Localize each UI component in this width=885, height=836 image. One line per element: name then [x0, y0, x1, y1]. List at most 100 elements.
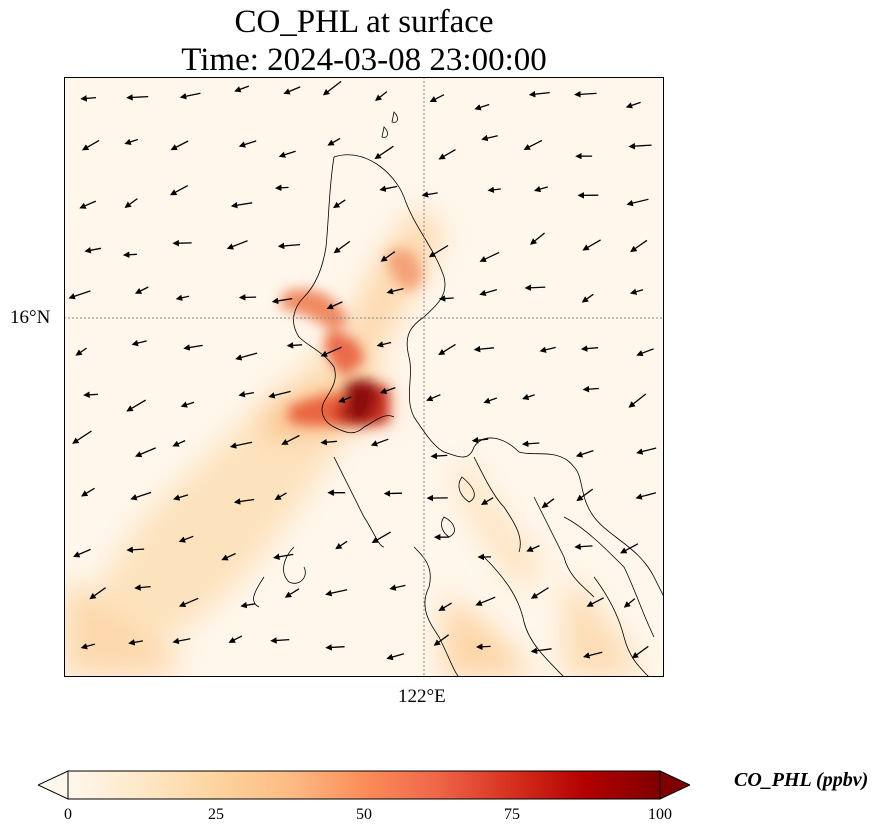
wind-arrow [386, 287, 404, 295]
wind-arrow [131, 339, 147, 347]
colorbar-tick-1: 25 [208, 806, 224, 823]
wind-arrow [529, 232, 546, 245]
wind-arrow [629, 288, 644, 295]
map-title-line1: CO_PHL at surface [234, 4, 494, 40]
wind-arrow [270, 637, 290, 644]
wind-arrow [539, 346, 556, 353]
wind-arrow [389, 584, 406, 591]
colorbar-tick-4: 100 [648, 806, 672, 823]
wind-arrow [626, 198, 649, 207]
wind-arrow [277, 242, 301, 250]
wind-arrow [273, 553, 294, 560]
wind-arrow [438, 602, 452, 611]
wind-arrow [533, 185, 548, 193]
wind-arrow [376, 341, 392, 348]
wind-arrow [178, 535, 194, 543]
wind-arrow [582, 239, 601, 251]
wind-arrow [322, 80, 342, 96]
wind-arrow [325, 644, 345, 651]
colorbar-extend-min [38, 770, 69, 800]
colorbar-tick-2: 50 [356, 806, 372, 823]
wind-arrow [473, 345, 495, 353]
wind-arrow [180, 401, 195, 408]
wind-arrow [374, 91, 388, 102]
wind-arrow [325, 589, 348, 597]
wind-arrow [576, 488, 594, 502]
wind-arrow [335, 540, 348, 550]
wind-arrow [68, 290, 91, 300]
wind-arrow [320, 346, 342, 357]
wind-arrow [281, 434, 300, 445]
wind-arrow [320, 438, 337, 446]
wind-arrow [333, 240, 351, 254]
wind-arrow [80, 95, 97, 102]
colorbar-extend-max [659, 770, 690, 800]
wind-arrow [631, 645, 649, 659]
wind-arrow [234, 85, 250, 93]
wind-arrow [421, 191, 438, 198]
wind-arrow [522, 393, 535, 401]
wind-arrow [379, 185, 398, 192]
wind-arrow [228, 635, 243, 643]
wind-arrow [278, 150, 296, 158]
wind-arrow [238, 390, 255, 398]
wind-arrow [124, 198, 138, 208]
wind-arrow [483, 397, 498, 404]
wind-arrow [130, 491, 152, 501]
wind-arrow [630, 239, 648, 253]
wind-arrow [526, 545, 540, 552]
wind-vectors [68, 80, 657, 661]
wind-arrow [487, 186, 501, 194]
wind-arrow [81, 139, 100, 151]
wind-arrow [379, 386, 396, 394]
wind-arrow [374, 145, 394, 160]
colorbar-label: CO_PHL (ppbv) [734, 769, 869, 791]
wind-arrow [582, 385, 599, 393]
wind-arrow [134, 286, 149, 294]
wind-arrow [89, 587, 106, 600]
wind-arrow [126, 94, 149, 101]
wind-arrow [528, 90, 550, 98]
wind-arrow [240, 601, 256, 609]
wind-arrow [380, 251, 396, 262]
wind-arrow [433, 634, 449, 646]
wind-arrow [438, 295, 454, 302]
wind-arrow [286, 342, 303, 349]
wind-arrow [426, 394, 441, 402]
wind-arrow [274, 492, 287, 500]
map-border [64, 77, 664, 677]
wind-arrow [521, 440, 540, 447]
map-title-line2: Time: 2024-03-08 23:00:00 [181, 42, 547, 78]
wind-arrow [438, 149, 456, 160]
wind-arrow [271, 297, 293, 305]
wind-arrow [541, 498, 555, 509]
wind-arrow [326, 301, 343, 310]
wind-arrow [575, 449, 594, 458]
wind-arrow [134, 584, 151, 591]
wind-arrow [175, 294, 190, 301]
wind-arrow [233, 498, 255, 505]
wind-arrow [580, 345, 599, 352]
wind-arrow [438, 343, 456, 356]
wind-arrow [581, 293, 594, 303]
wind-arrow [327, 137, 341, 146]
wind-arrow [170, 140, 189, 151]
wind-arrow [628, 142, 652, 150]
wind-arrow [179, 92, 201, 100]
wind-arrow [221, 552, 236, 561]
wind-arrow [583, 651, 603, 659]
wind-arrow [235, 352, 258, 361]
wind-arrow [169, 185, 189, 196]
wind-arrow [126, 399, 147, 412]
wind-arrow [83, 391, 98, 399]
wind-arrow [84, 247, 102, 254]
wind-arrow [226, 240, 248, 250]
wind-arrow [480, 497, 494, 505]
wind-arrow [371, 531, 391, 544]
wind-arrow [628, 393, 647, 408]
wind-arrow [636, 348, 654, 357]
wind-arrow [275, 184, 289, 192]
wind-arrow [474, 103, 490, 111]
colorbar-tick-0: 0 [64, 806, 72, 823]
wind-arrow [574, 91, 597, 98]
